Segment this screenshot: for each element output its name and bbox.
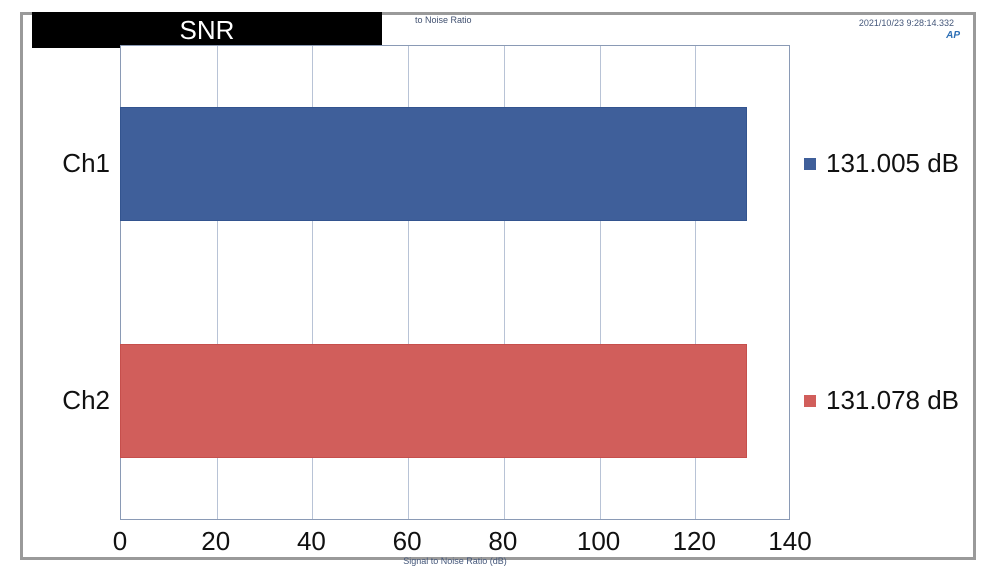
x-tick-label: 20 [201,526,230,557]
legend-marker-icon [804,395,816,407]
legend-marker-icon [804,158,816,170]
x-tick-label: 40 [297,526,326,557]
bar-ch2 [120,344,747,458]
x-tick-label: 140 [768,526,811,557]
x-tick-label: 80 [488,526,517,557]
y-tick-label: Ch2 [40,385,110,416]
value-label: 131.005 dB [826,148,959,179]
y-tick-label: Ch1 [40,148,110,179]
chart-title-overlay: SNR [32,12,382,48]
bar-ch1 [120,107,747,221]
chart-small-header: to Noise Ratio [415,15,472,25]
ap-logo-icon: AP [946,30,960,41]
x-tick-label: 100 [577,526,620,557]
x-tick-label: 60 [393,526,422,557]
x-tick-label: 0 [113,526,127,557]
value-label: 131.078 dB [826,385,959,416]
x-tick-label: 120 [673,526,716,557]
x-axis-title: Signal to Noise Ratio (dB) [120,556,790,566]
chart-timestamp: 2021/10/23 9:28:14.332 [859,18,954,28]
